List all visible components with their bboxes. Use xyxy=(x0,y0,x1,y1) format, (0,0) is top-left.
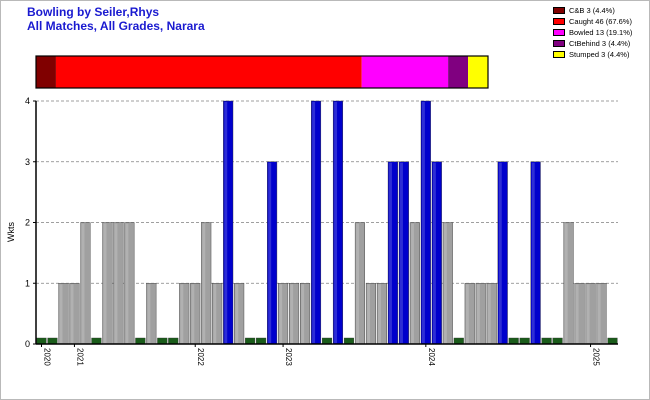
bars xyxy=(36,100,618,345)
breakdown-segment xyxy=(361,56,449,88)
year-label: 2024 xyxy=(427,348,436,366)
bar xyxy=(47,337,58,345)
year-label: 2023 xyxy=(284,348,293,366)
bar xyxy=(508,337,519,345)
bar-highlight xyxy=(597,284,601,343)
bar-highlight xyxy=(465,284,469,343)
legend-item: Stumped 3 (4.4%) xyxy=(553,49,632,60)
bar-highlight xyxy=(378,284,381,343)
legend-item: C&B 3 (4.4%) xyxy=(553,5,632,16)
bar-highlight xyxy=(564,223,568,343)
bar xyxy=(157,337,168,345)
legend-label: Stumped 3 (4.4%) xyxy=(569,50,630,59)
bar-highlight xyxy=(147,284,151,343)
bar xyxy=(519,337,530,345)
bar xyxy=(168,337,179,345)
breakdown-segment xyxy=(36,56,56,88)
legend-label: CtBehind 3 (4.4%) xyxy=(569,39,631,48)
bar-highlight xyxy=(476,284,480,343)
bar-highlight xyxy=(531,162,535,343)
bar-highlight xyxy=(81,223,85,343)
bar-highlight xyxy=(114,223,118,343)
bar xyxy=(321,337,333,345)
bar-highlight xyxy=(213,284,217,343)
y-tick-label: 3 xyxy=(25,157,30,167)
chart-subtitle: All Matches, All Grades, Narara xyxy=(27,19,205,33)
legend-swatch xyxy=(553,51,565,58)
tick-labels: 0 1 2 3 4 2020 2021 2022 2023 2024 2025 xyxy=(25,96,601,366)
bar-highlight xyxy=(59,284,63,343)
year-label: 2022 xyxy=(196,348,205,366)
bar-highlight xyxy=(268,162,272,343)
bar-highlight xyxy=(586,284,590,343)
bar-highlight xyxy=(367,284,370,343)
bar xyxy=(91,337,102,345)
bar-highlight xyxy=(356,223,360,343)
bar-highlight xyxy=(312,102,316,343)
y-tick-label: 1 xyxy=(25,278,30,288)
y-axis-label: Wkts xyxy=(6,222,16,242)
bar-highlight xyxy=(575,284,579,343)
bar-highlight xyxy=(279,284,283,343)
bar xyxy=(36,337,47,345)
bar xyxy=(245,337,256,345)
bar-highlight xyxy=(411,223,414,343)
bar-highlight xyxy=(432,162,436,343)
legend-label: Caught 46 (67.6%) xyxy=(569,17,632,26)
bar-highlight xyxy=(180,284,184,343)
legend-swatch xyxy=(553,29,565,36)
bar-highlight xyxy=(389,162,392,343)
bar-highlight xyxy=(235,284,239,343)
bar-highlight xyxy=(334,102,338,343)
bar-highlight xyxy=(421,102,425,343)
bar-highlight xyxy=(191,284,195,343)
bar-highlight xyxy=(70,284,74,343)
bar xyxy=(256,337,267,345)
legend-label: Bowled 13 (19.1%) xyxy=(569,28,633,37)
bar-highlight xyxy=(202,223,206,343)
bar-highlight xyxy=(301,284,305,343)
breakdown-border xyxy=(35,55,489,89)
legend-swatch xyxy=(553,7,565,14)
legend-swatch xyxy=(553,18,565,25)
legend-label: C&B 3 (4.4%) xyxy=(569,6,615,15)
year-label: 2020 xyxy=(42,348,51,366)
bar xyxy=(453,337,464,345)
bar-highlight xyxy=(103,223,107,343)
bar-highlight xyxy=(400,162,403,343)
legend-item: CtBehind 3 (4.4%) xyxy=(553,38,632,49)
bar-highlight xyxy=(224,102,228,343)
bar xyxy=(541,337,552,345)
breakdown-segment xyxy=(448,56,469,88)
y-tick-label: 2 xyxy=(25,218,30,228)
dismissal-breakdown-bar xyxy=(35,55,489,89)
bar-highlight xyxy=(443,223,447,343)
chart-title: Bowling by Seiler,Rhys xyxy=(27,5,160,19)
y-tick-label: 4 xyxy=(25,96,30,106)
legend-swatch xyxy=(553,40,565,47)
bar xyxy=(343,337,354,345)
year-label: 2025 xyxy=(592,348,601,366)
year-label: 2021 xyxy=(75,348,84,366)
bar-highlight xyxy=(498,162,502,343)
y-tick-label: 0 xyxy=(25,339,30,349)
bar-highlight xyxy=(290,284,294,343)
bar xyxy=(552,337,563,345)
bar xyxy=(135,337,146,345)
legend: C&B 3 (4.4%) Caught 46 (67.6%) Bowled 13 (… xyxy=(553,5,632,60)
legend-item: Bowled 13 (19.1%) xyxy=(553,27,632,38)
bar xyxy=(607,337,618,345)
breakdown-segment xyxy=(468,56,488,88)
breakdown-segment xyxy=(55,56,362,88)
bar-highlight xyxy=(125,223,129,343)
legend-item: Caught 46 (67.6%) xyxy=(553,16,632,27)
bar-highlight xyxy=(487,284,491,343)
